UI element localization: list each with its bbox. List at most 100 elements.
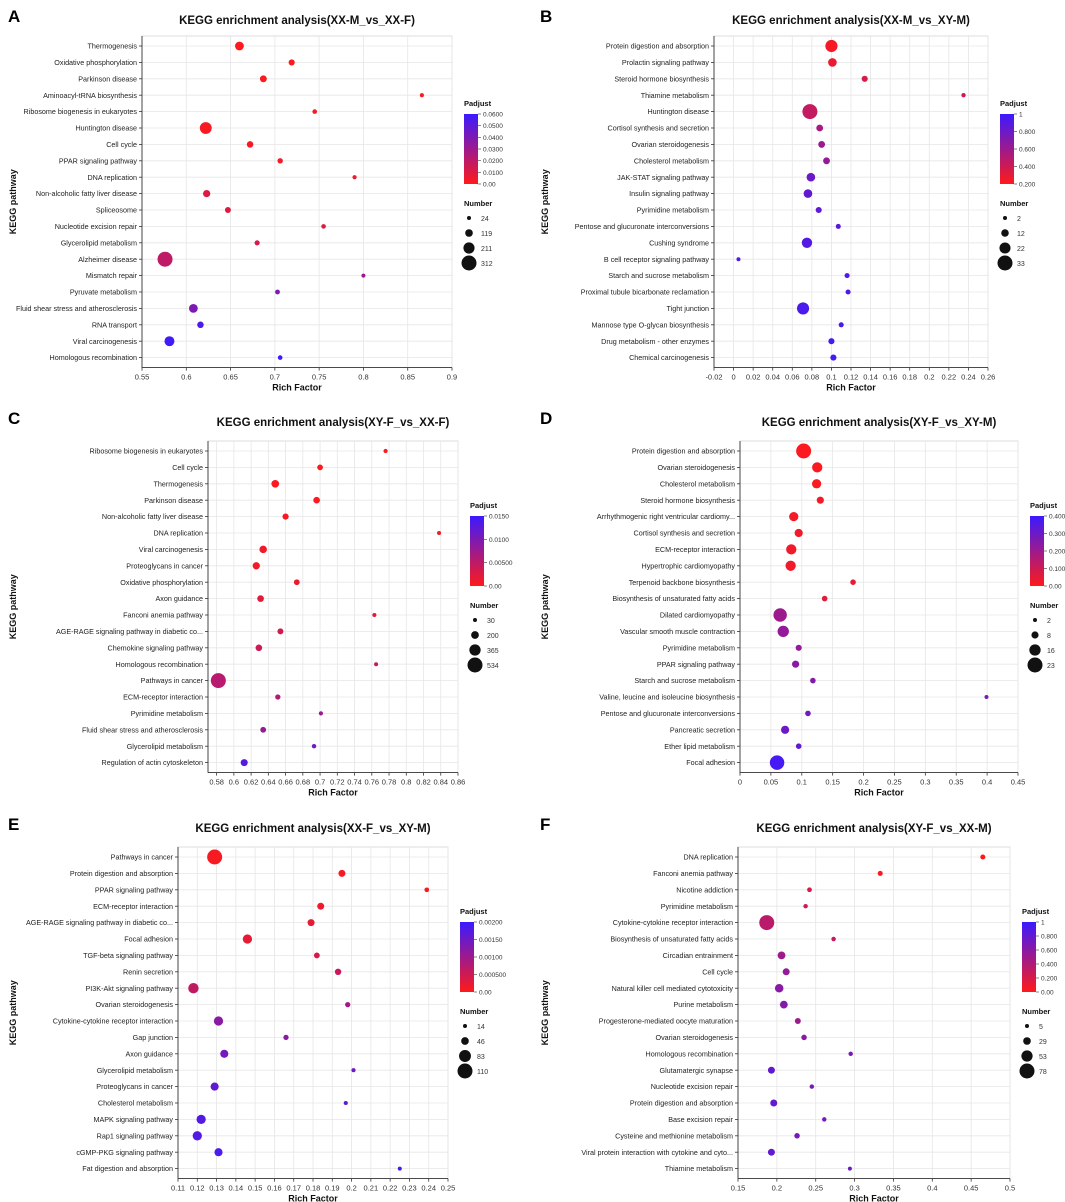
data-point [877,870,883,876]
data-point [203,189,211,198]
data-point [277,158,283,164]
colorbar-tick-label: 0.0500 [483,123,503,130]
size-legend-dot [1019,1063,1035,1079]
data-point [213,1016,224,1026]
colorbar-tick-label: 0.600 [1019,147,1036,154]
size-legend-dot [469,644,481,656]
y-tick-label: PPAR signaling pathway [59,156,138,165]
colorbar-title: Padjust [460,907,488,916]
y-tick-label: Pentose and glucuronate interconversions [601,709,736,718]
data-point [835,223,841,229]
colorbar-title: Padjust [464,99,492,108]
colorbar-tick-label: 0.00 [1041,990,1054,997]
y-tick-label: ECM-receptor interaction [655,545,735,554]
data-point [774,983,784,993]
panel-label: A [8,7,20,26]
data-point [192,1131,202,1141]
x-tick-label: 0.3 [920,778,930,787]
size-legend-dot [1033,618,1037,622]
size-legend-dot [1027,657,1043,673]
data-point [288,59,295,66]
size-legend-label: 46 [477,1039,485,1046]
colorbar-tick-label: 0.00 [1049,584,1062,591]
x-tick-label: 0.1 [797,778,807,787]
x-tick-label: 0.25 [441,1184,456,1193]
data-point [789,511,799,522]
size-legend-dot [1029,644,1041,656]
data-point [823,157,830,165]
x-tick-label: 0.12 [190,1184,205,1193]
y-tick-label: Oxidative phosphorylation [54,58,137,67]
data-point [822,1117,827,1122]
colorbar-tick-label: 0.00150 [479,937,503,944]
y-tick-label: Cortisol synthesis and secretion [634,529,735,538]
y-tick-label: Thiamine metabolism [641,91,709,100]
y-tick-label: Pathways in cancer [141,676,204,685]
data-point [848,1051,853,1057]
data-point [796,302,810,315]
x-tick-label: 0.25 [887,778,902,787]
data-point [188,982,199,994]
x-tick-label: 0.6 [181,373,191,382]
y-tick-label: Starch and sucrose metabolism [608,271,709,280]
plot-area [737,846,1011,1180]
data-point [779,1000,788,1009]
y-tick-label: Pentose and glucuronate interconversions [575,222,710,231]
x-tick-label: 0.2 [924,373,934,382]
data-point [794,1018,801,1024]
y-tick-label: Ovarian steroidogenesis [657,463,735,472]
data-point [419,93,424,98]
y-tick-label: Pyrimidine metabolism [131,709,203,718]
size-legend-dot [467,657,483,673]
size-legend-label: 24 [481,216,489,223]
data-point [777,951,786,960]
y-tick-label: Ovarian steroidogenesis [95,1000,173,1009]
x-tick-label: 0.72 [330,778,345,787]
colorbar [464,114,478,184]
y-tick-label: Pancreatic secretion [670,725,735,734]
size-legend-label: 30 [487,618,495,625]
x-tick-label: 0.2 [858,778,868,787]
colorbar-tick-label: 0.0100 [489,537,509,544]
colorbar-tick-label: 0.600 [1041,948,1058,955]
data-point [807,887,812,893]
y-tick-label: Proteoglycans in cancer [96,1082,173,1091]
colorbar [1022,922,1036,992]
size-legend-dot [1023,1037,1031,1045]
x-tick-label: 0.4 [982,778,992,787]
y-tick-label: Cholesterol metabolism [660,479,735,488]
data-point [255,644,263,652]
colorbar-title: Padjust [470,501,498,510]
size-legend-dot [473,618,477,622]
size-legend-dot [459,1050,471,1062]
data-point [383,448,388,454]
y-tick-label: Tight junction [667,304,709,313]
data-point [312,109,318,114]
chart-title: KEGG enrichment analysis(XY-F_vs_XX-M) [756,823,991,835]
data-point [801,1034,807,1041]
data-point [196,1114,206,1125]
y-tick-label: Viral carcinogenesis [73,337,138,346]
y-tick-label: Focal adhesion [124,935,173,944]
data-point [352,175,357,180]
y-tick-label: Glutamatergic synapse [659,1066,733,1075]
y-tick-label: AGE-RAGE signaling pathway in diabetic c… [56,627,203,636]
size-legend-dot [471,631,479,639]
size-legend-label: 312 [481,261,493,268]
x-tick-label: 0.35 [886,1184,901,1193]
size-legend-label: 22 [1017,246,1025,253]
data-point [313,952,320,959]
y-tick-label: Ether lipid metabolism [664,742,735,751]
x-tick-label: 0.66 [278,778,293,787]
panel-d: D KEGG enrichment analysis(XY-F_vs_XY-M) 0… [540,409,1065,798]
y-tick-label: Natural killer cell mediated cytotoxicit… [612,984,734,993]
colorbar-tick-label: 0.400 [1019,164,1036,171]
x-tick-label: 0.2 [346,1184,356,1193]
size-legend-label: 211 [481,246,492,253]
y-tick-label: Pathways in cancer [111,853,174,862]
data-point [830,354,837,361]
y-tick-label: Chemokine signaling pathway [108,643,204,652]
size-legend-title: Number [1022,1007,1050,1016]
data-point [361,273,366,278]
data-point [257,595,264,602]
